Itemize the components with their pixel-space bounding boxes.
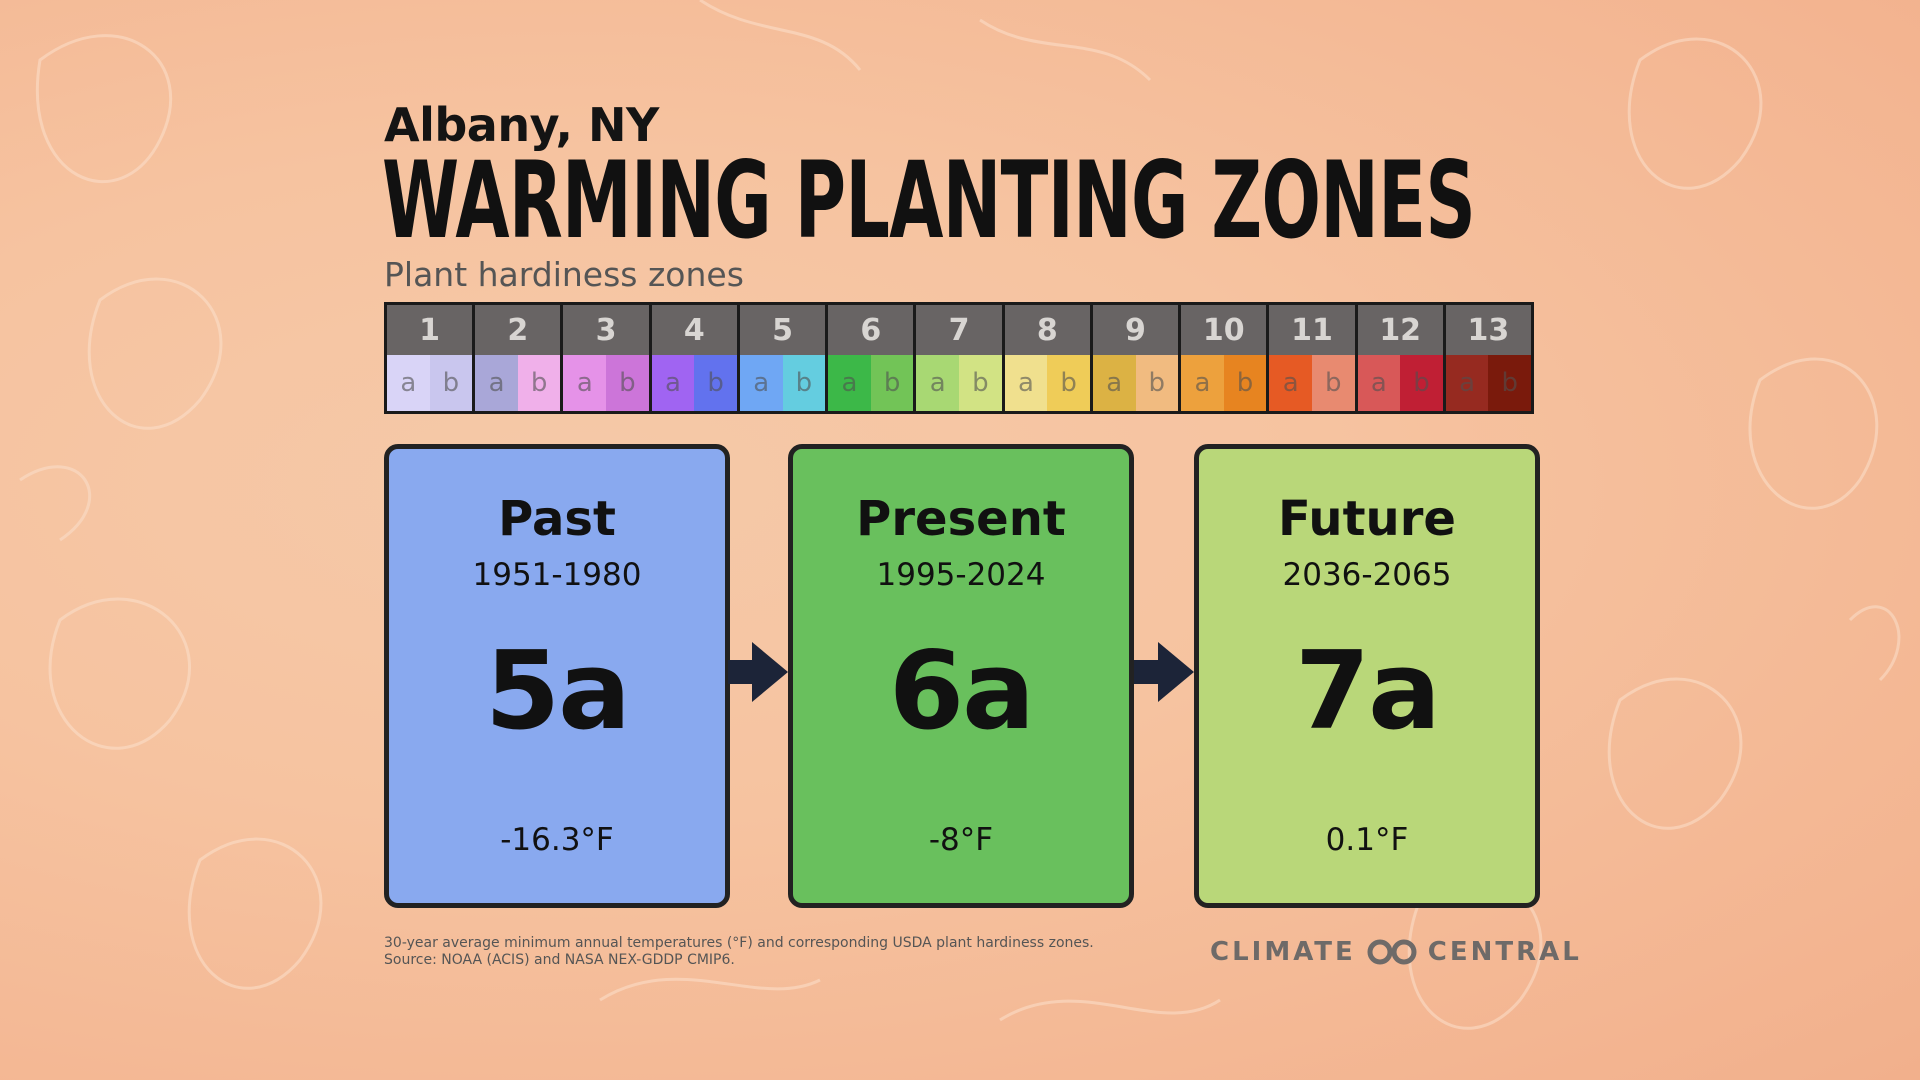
zone-10b: b (1223, 355, 1267, 411)
zone-number: 6 (828, 305, 914, 355)
zone-9b: b (1135, 355, 1179, 411)
card-zone: 6a (888, 629, 1035, 754)
zone-13b: b (1488, 355, 1532, 411)
zone-number: 9 (1092, 305, 1179, 355)
card-title: Present (856, 491, 1066, 547)
zone-number: 1 (387, 305, 473, 355)
card-years: 1951-1980 (472, 557, 642, 593)
zone-number: 7 (916, 305, 1002, 355)
zone-9a: a (1092, 355, 1136, 411)
zone-12a: a (1357, 355, 1401, 411)
zone-10: 10 a b (1181, 305, 1270, 411)
location-title: Albany, NY (384, 98, 659, 152)
zone-1a: a (387, 355, 430, 411)
zone-6b: b (870, 355, 914, 411)
zone-12: 12 a b (1357, 305, 1446, 411)
card-years: 2036-2065 (1282, 557, 1452, 593)
brand-text-right: CENTRAL (1427, 937, 1582, 967)
zone-8b: b (1047, 355, 1090, 411)
zone-number: 5 (739, 305, 826, 355)
page-title: WARMING PLANTING ZONES (382, 139, 1476, 262)
card-temperature: -8°F (928, 822, 994, 858)
zone-5a: a (739, 355, 783, 411)
zone-12b: b (1400, 355, 1443, 411)
zone-number: 10 (1181, 305, 1267, 355)
zone-7a: a (916, 355, 960, 411)
card-zone: 7a (1294, 629, 1441, 754)
zone-11a: a (1269, 355, 1312, 411)
zone-13a: a (1445, 355, 1489, 411)
past-card: Past 1951-1980 5a -16.3°F (384, 444, 730, 908)
zone-number: 8 (1004, 305, 1090, 355)
climate-central-logo-icon (1367, 939, 1417, 965)
zone-number: 4 (651, 305, 737, 355)
card-title: Past (498, 491, 616, 547)
zone-11: 11 a b (1269, 305, 1358, 411)
zone-number: 12 (1357, 305, 1443, 355)
zone-1b: b (429, 355, 473, 411)
card-temperature: -16.3°F (500, 822, 614, 858)
zone-3a: a (563, 355, 607, 411)
zone-5b: b (782, 355, 826, 411)
zone-number: 3 (563, 305, 649, 355)
zone-number: 11 (1269, 305, 1355, 355)
zone-11b: b (1311, 355, 1355, 411)
brand-logo: CLIMATE CENTRAL (1210, 937, 1582, 967)
zone-3b: b (606, 355, 649, 411)
hardiness-zone-scale: 1 a b 2 a b 3 a b 4 a b 5 a b 6 a b 7 a b 8 a b 9 a b 10 a b 11 a b 12 a b 1… (384, 302, 1534, 414)
zone-number: 2 (475, 305, 561, 355)
zone-8a: a (1004, 355, 1048, 411)
card-title: Future (1278, 491, 1456, 547)
zone-13: 13 a b (1445, 305, 1532, 411)
zone-10a: a (1181, 355, 1224, 411)
source-line: Source: NOAA (ACIS) and NASA NEX-GDDP CM… (384, 952, 735, 968)
zone-4b: b (694, 355, 737, 411)
arrow-right-icon (1134, 642, 1194, 702)
arrow-right-icon (728, 642, 788, 702)
footnote-line: 30-year average minimum annual temperatu… (384, 935, 1094, 951)
zone-2b: b (517, 355, 561, 411)
card-temperature: 0.1°F (1325, 822, 1409, 858)
footnote: 30-year average minimum annual temperatu… (384, 935, 1094, 969)
zone-7b: b (959, 355, 1002, 411)
zone-2a: a (475, 355, 518, 411)
card-years: 1995-2024 (876, 557, 1046, 593)
zone-6a: a (828, 355, 871, 411)
future-card: Future 2036-2065 7a 0.1°F (1194, 444, 1540, 908)
brand-text-left: CLIMATE (1210, 937, 1356, 967)
zone-number: 13 (1445, 305, 1532, 355)
zone-4a: a (651, 355, 695, 411)
present-card: Present 1995-2024 6a -8°F (788, 444, 1134, 908)
card-zone: 5a (484, 629, 631, 754)
zone-scale-subtitle: Plant hardiness zones (384, 255, 744, 294)
